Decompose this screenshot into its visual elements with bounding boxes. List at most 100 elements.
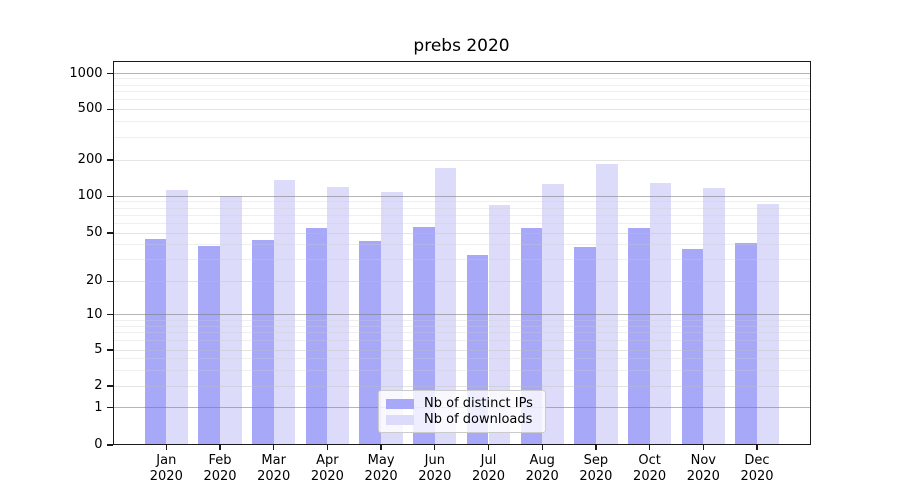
y-tick-label: 200 — [77, 152, 103, 167]
y-tick-mark — [106, 159, 113, 161]
x-tick-mark — [541, 445, 543, 450]
x-tick-label: Dec 2020 — [740, 453, 774, 484]
x-tick-mark — [165, 445, 167, 450]
gridline-minor — [112, 137, 811, 139]
x-tick-mark — [702, 445, 704, 450]
gridline-minor — [112, 340, 811, 342]
x-tick-label: Sep 2020 — [579, 453, 613, 484]
x-tick-label: Jul 2020 — [471, 453, 506, 484]
x-tick-label: Jan 2020 — [149, 453, 183, 484]
gridline-minor — [112, 358, 811, 360]
bar-downloads — [703, 188, 725, 445]
x-tick-mark — [434, 445, 436, 450]
y-tick-mark — [106, 72, 113, 75]
bar-downloads — [381, 191, 403, 445]
gridline-minor — [112, 201, 811, 203]
bar-downloads — [166, 189, 188, 445]
y-tick-label: 1000 — [69, 65, 103, 81]
x-tick-mark — [487, 445, 490, 450]
gridline-minor — [112, 325, 811, 327]
y-tick-mark — [106, 385, 113, 387]
gridline-minor — [112, 78, 811, 80]
gridline-major — [112, 195, 811, 197]
bar-distinct-ips — [735, 243, 757, 445]
y-tick-label: 10 — [85, 306, 103, 322]
x-tick-label: Aug 2020 — [525, 453, 559, 484]
x-tick-label: Jun 2020 — [418, 453, 452, 484]
gridline-minor — [112, 84, 811, 86]
gridline — [112, 232, 811, 234]
gridline-minor — [112, 91, 811, 93]
x-tick-mark — [648, 445, 651, 450]
gridline-minor — [112, 319, 811, 321]
bar-downloads — [273, 180, 296, 445]
x-tick-label: Feb 2020 — [203, 453, 237, 484]
bar-distinct-ips — [359, 240, 382, 445]
x-tick-mark — [756, 445, 758, 450]
gridline-minor — [112, 207, 811, 209]
bar-downloads — [757, 203, 779, 445]
x-tick-label: May 2020 — [364, 453, 398, 484]
gridline-major — [112, 314, 811, 316]
gridline-minor — [112, 369, 811, 371]
x-tick-mark — [380, 445, 382, 450]
y-tick-mark — [106, 314, 113, 316]
bar-distinct-ips — [627, 227, 650, 445]
legend-item-distinct-ips: Nb of distinct IPs — [386, 396, 538, 411]
x-tick-mark — [273, 445, 275, 450]
y-tick-label: 0 — [94, 437, 103, 452]
y-tick-mark — [106, 195, 113, 197]
bar-distinct-ips — [681, 248, 704, 445]
gridline — [112, 108, 811, 110]
bar-downloads — [327, 187, 350, 445]
chart-legend: Nb of distinct IPs Nb of downloads — [378, 390, 546, 433]
gridline-minor — [112, 222, 811, 224]
x-tick-mark — [219, 445, 221, 450]
bar-distinct-ips — [252, 239, 274, 445]
y-tick-label: 20 — [85, 273, 103, 289]
bar-distinct-ips — [305, 227, 328, 445]
y-tick-label: 50 — [85, 225, 103, 240]
bar-downloads — [595, 164, 618, 445]
bar-downloads — [220, 196, 242, 445]
y-tick-mark — [106, 444, 113, 446]
y-tick-mark — [106, 406, 113, 409]
gridline-minor — [112, 259, 811, 261]
x-tick-label: Mar 2020 — [257, 453, 291, 484]
x-tick-label: Oct 2020 — [633, 453, 667, 484]
gridline-major — [112, 73, 811, 74]
y-tick-mark — [106, 280, 113, 282]
gridline — [112, 349, 811, 351]
gridline-minor — [112, 244, 811, 246]
y-tick-label: 2 — [94, 378, 103, 393]
gridline — [112, 385, 811, 387]
y-tick-label: 500 — [77, 101, 103, 117]
y-tick-label: 5 — [94, 342, 103, 357]
x-tick-mark — [326, 445, 329, 450]
gridline-minor — [112, 332, 811, 334]
gridline-minor — [112, 214, 811, 216]
chart-title: prebs 2020 — [413, 36, 510, 56]
gridline-minor — [112, 99, 811, 101]
y-tick-label: 1 — [94, 399, 103, 415]
y-tick-mark — [106, 108, 113, 110]
plot-border — [112, 61, 811, 445]
y-tick-mark — [106, 232, 113, 234]
bar-downloads — [649, 183, 672, 445]
x-tick-mark — [595, 445, 597, 450]
x-tick-label: Nov 2020 — [686, 453, 720, 484]
gridline — [112, 280, 811, 282]
legend-label-distinct-ips: Nb of distinct IPs — [424, 396, 533, 411]
y-tick-label: 100 — [77, 188, 103, 204]
gridline — [112, 159, 811, 161]
bar-downloads — [434, 168, 457, 445]
bar-downloads — [488, 204, 511, 445]
legend-swatch-downloads — [386, 414, 414, 425]
y-tick-mark — [106, 349, 113, 351]
bar-distinct-ips — [144, 238, 167, 445]
gridline-minor — [112, 121, 811, 123]
bar-distinct-ips — [198, 246, 220, 445]
legend-label-downloads: Nb of downloads — [424, 412, 533, 427]
x-tick-label: Apr 2020 — [310, 453, 344, 484]
